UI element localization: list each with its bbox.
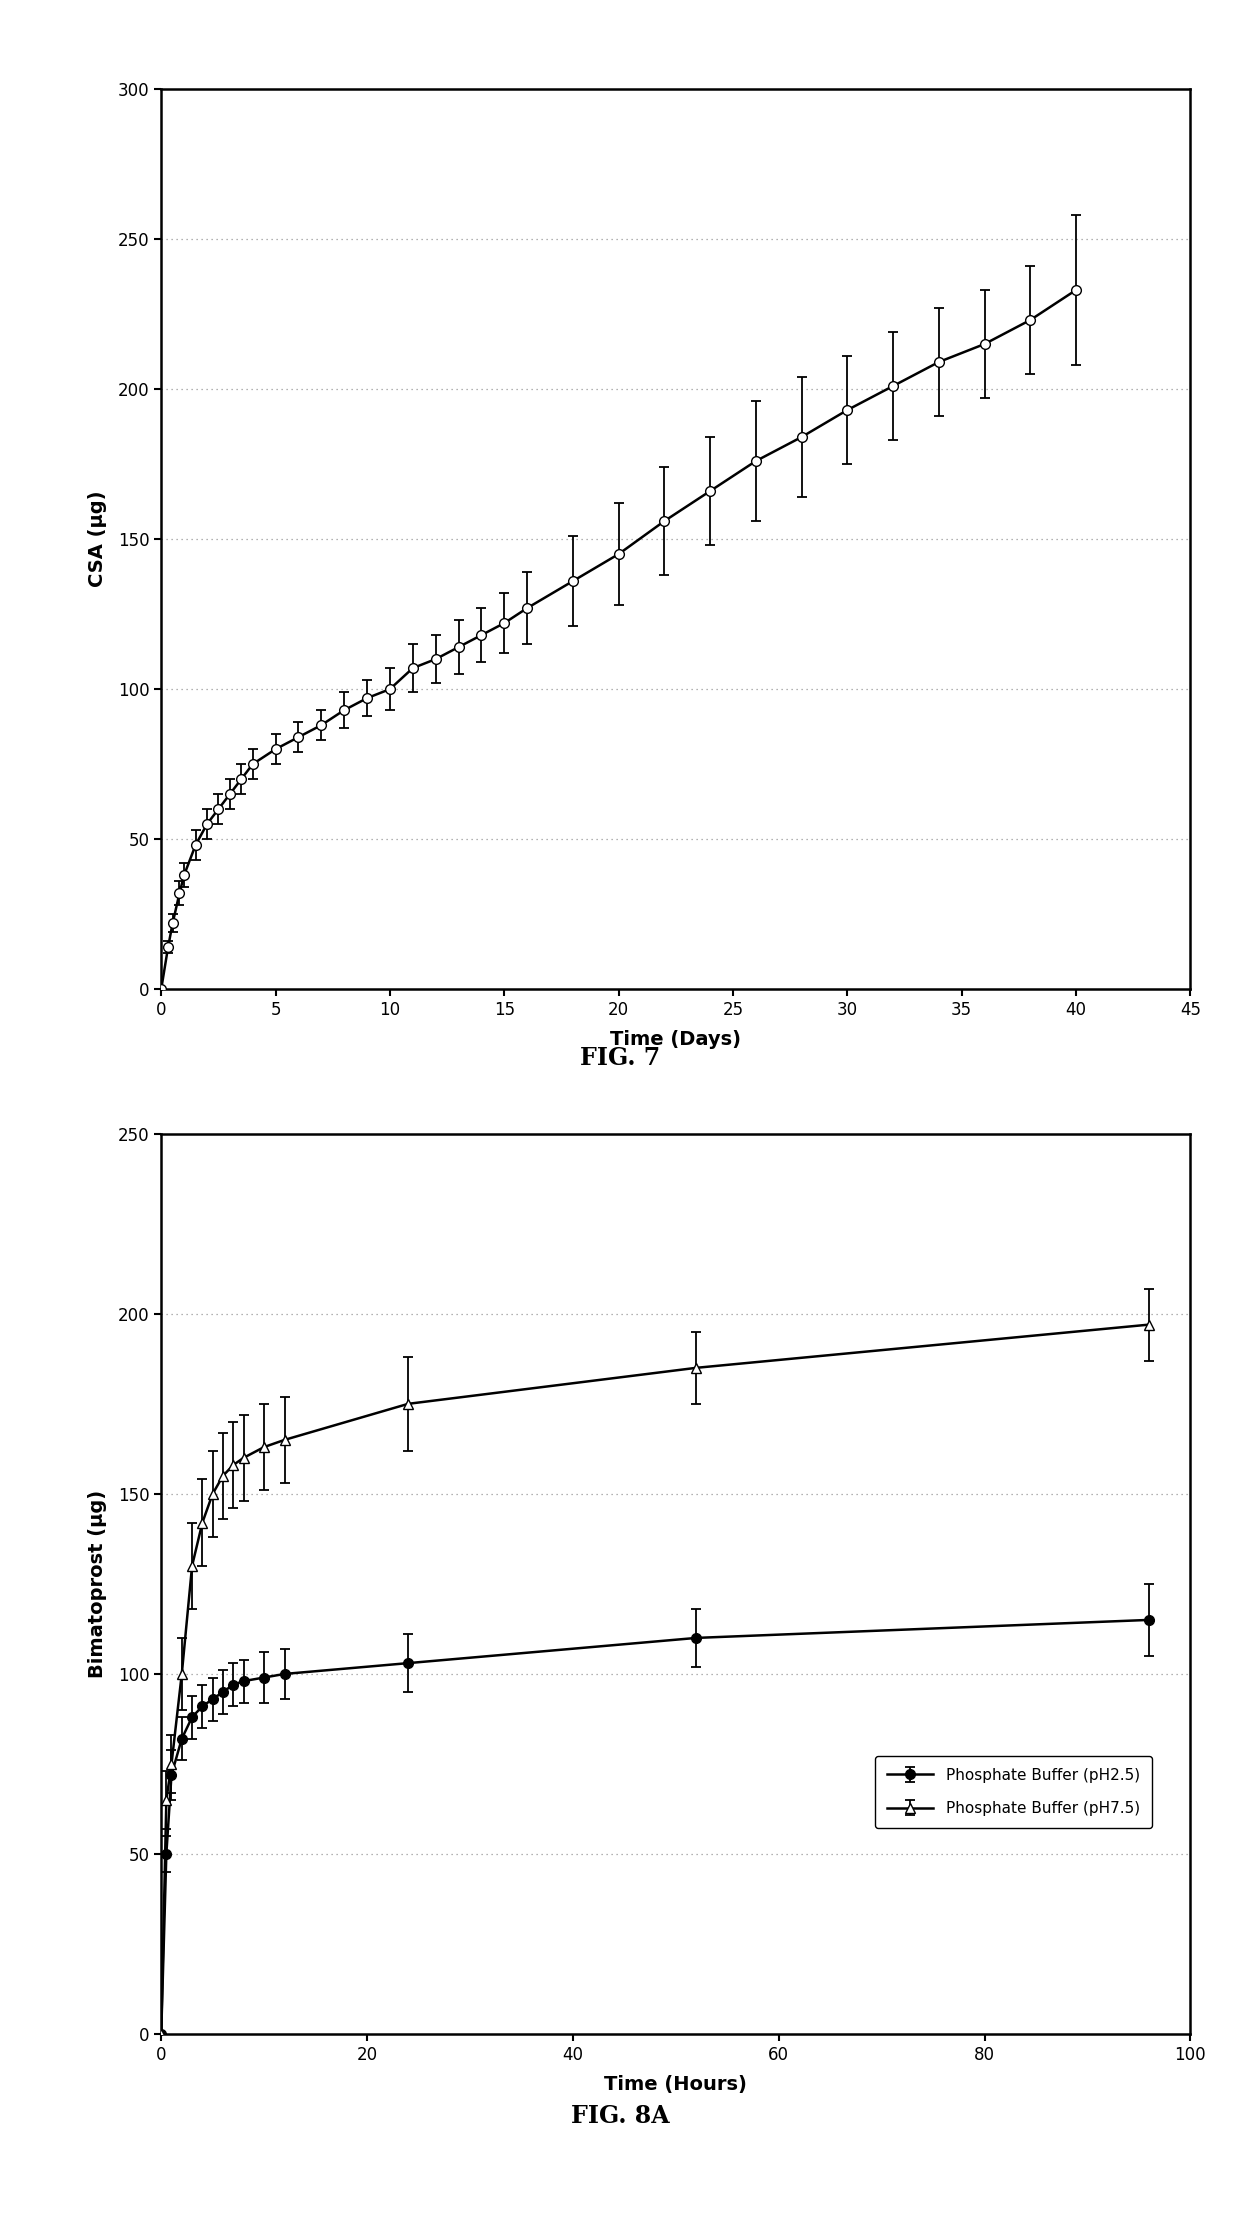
X-axis label: Time (Hours): Time (Hours) [604,2074,748,2094]
Text: FIG. 7: FIG. 7 [580,1047,660,1069]
Text: FIG. 8A: FIG. 8A [570,2105,670,2127]
X-axis label: Time (Days): Time (Days) [610,1029,742,1049]
Legend: Phosphate Buffer (pH2.5), Phosphate Buffer (pH7.5): Phosphate Buffer (pH2.5), Phosphate Buff… [875,1756,1152,1827]
Y-axis label: CSA (μg): CSA (μg) [88,491,107,587]
Y-axis label: Bimatoprost (μg): Bimatoprost (μg) [88,1489,107,1678]
